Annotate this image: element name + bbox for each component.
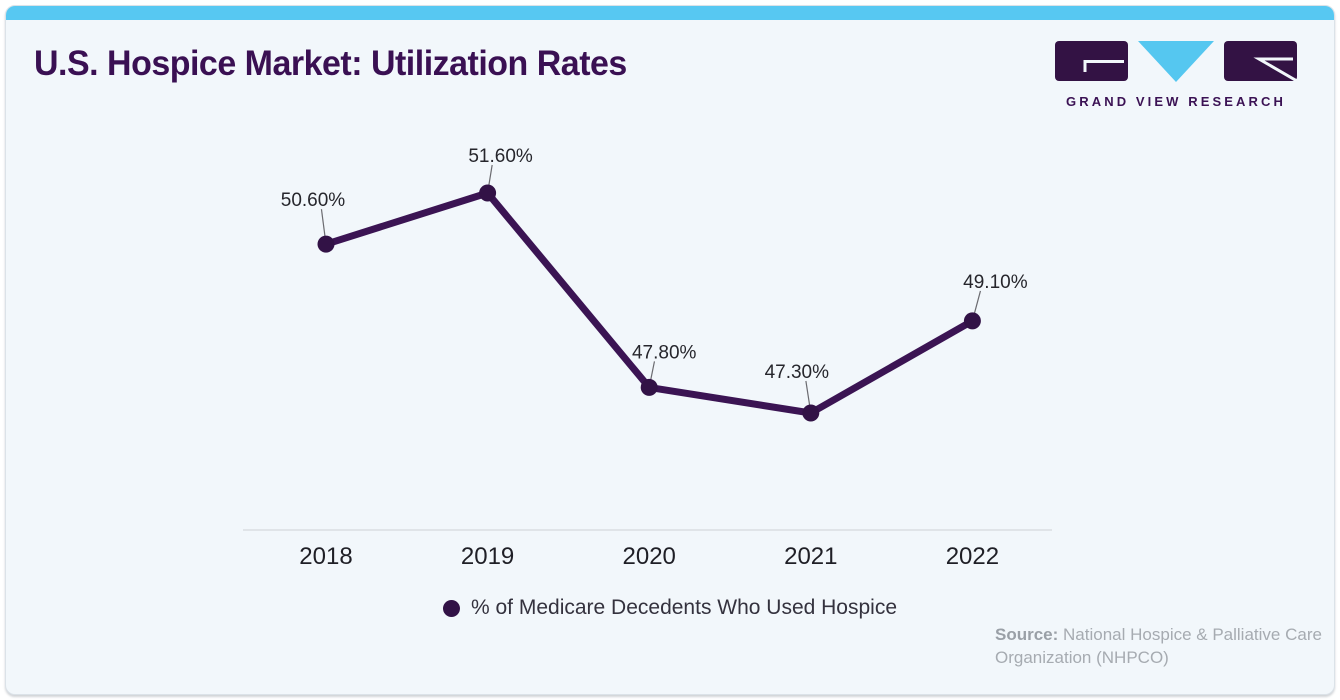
point-label-2018: 50.60% [281,190,346,211]
legend-marker-dot [442,599,460,617]
x-tick-label-2019: 2019 [461,543,514,570]
point-label-2019: 51.60% [468,146,533,167]
line-chart: 50.60% 2018 51.60% 2019 47.80% 2020 47.30% 2021… [243,146,1052,570]
logo-r-glyph [1253,57,1298,83]
chart-title: U.S. Hospice Market: Utilization Rates [34,44,627,83]
chart-card: U.S. Hospice Market: Utilization Rates G… [5,5,1335,695]
x-tick-label-2022: 2022 [946,543,999,570]
data-point-2020 [640,378,658,396]
source-label: Source: [995,625,1059,644]
data-point-2022 [963,312,981,330]
data-point-2021 [802,404,820,422]
source-text: National Hospice & Palliative Care Organ… [995,625,1322,667]
legend-label: % of Medicare Decedents Who Used Hospice [470,596,898,619]
source-note: Source: National Hospice & Palliative Ca… [995,623,1325,669]
x-tick-label-2021: 2021 [784,543,837,570]
gvr-logo: GRAND VIEW RESEARCH [1054,40,1298,109]
gvr-logo-text: GRAND VIEW RESEARCH [1066,94,1286,109]
logo-g-glyph [1083,60,1124,72]
x-tick-label-2020: 2020 [623,543,676,570]
x-tick-label-2018: 2018 [299,543,352,570]
data-point-2019 [479,184,497,202]
data-point-2018 [317,235,335,253]
gvr-logo-mark [1055,41,1298,83]
point-label-2021: 47.30% [765,362,830,383]
logo-v-triangle [1138,41,1214,82]
top-accent-bar [6,6,1334,20]
chart-legend: % of Medicare Decedents Who Used Hospice [442,596,898,620]
point-label-2020: 47.80% [632,342,697,363]
point-label-2022: 49.10% [963,272,1028,293]
